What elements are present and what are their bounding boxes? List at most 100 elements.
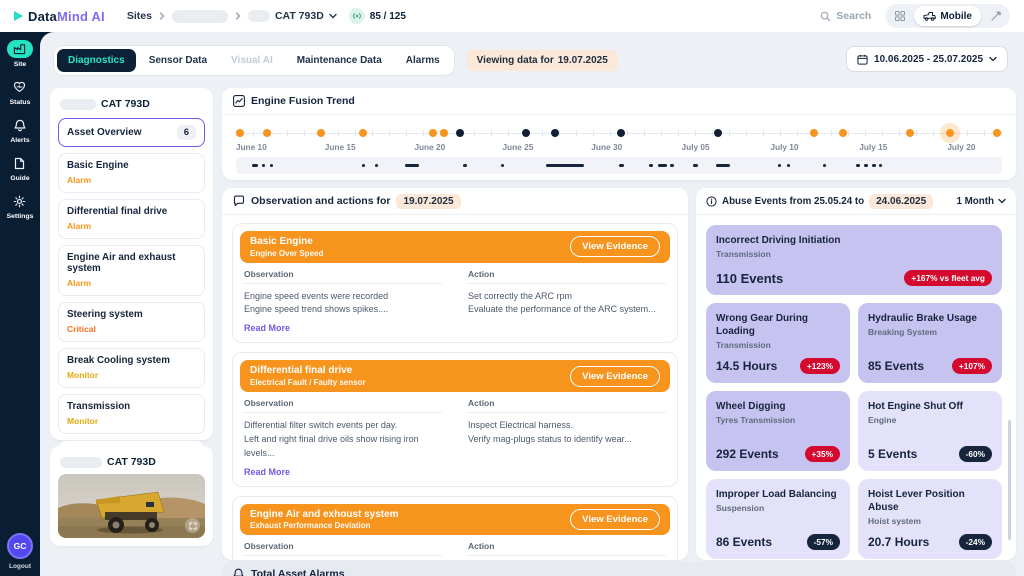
sidebar-item-guide[interactable]: Guide [7,154,34,182]
date-range-picker[interactable]: 10.06.2025 - 25.07.2025 [846,46,1008,72]
timeline-event-dash [879,164,882,167]
view-evidence-button[interactable]: View Evidence [570,366,660,387]
system-name: Steering system [67,309,196,320]
abuse-card-stats-row: 292 Events+35% [716,439,840,462]
timeline-dot-selected[interactable] [946,129,954,137]
logout-button[interactable]: Logout [9,563,31,570]
asset-photo-card: CAT 793D [50,446,213,546]
timeline-dot[interactable] [993,129,1001,137]
app-logo[interactable]: DataMind AI [14,9,105,24]
column-text-line: Inspect Electrical harness. [468,419,666,433]
abuse-card-category: Tyres Transmission [716,415,840,425]
timeline-event-dash [649,164,653,167]
abuse-card-value: 86 Events [716,535,772,549]
timeline-date-label: June 25 [502,142,533,152]
observations-header: Observation and actions for 19.07.2025 [222,188,688,215]
redacted-site-name[interactable] [172,10,228,23]
observation-card-header: Engine Air and exhoust systemExhaust Per… [240,504,670,536]
view-evidence-button[interactable]: View Evidence [570,236,660,257]
observation-columns: ObservationDifferential filter switch ev… [240,392,670,479]
scrollbar[interactable] [1008,420,1011,540]
total-asset-alarms-bar[interactable]: Total Asset Alarms [222,562,1016,576]
sidebar-item-alerts[interactable]: Alerts [7,116,34,144]
tab-alarms[interactable]: Alarms [395,49,451,72]
signal-icon [349,8,365,24]
mobile-view-button[interactable]: Mobile [914,6,981,26]
timeline-date-label: June 30 [591,142,622,152]
abuse-card-value: 110 Events [716,271,783,286]
expand-photo-button[interactable] [185,518,200,533]
system-item-basic-engine[interactable]: Basic EngineAlarm [58,153,205,193]
timeline-dot[interactable] [429,129,437,137]
asset-overview-item[interactable]: Asset Overview 6 [58,118,205,147]
period-dropdown[interactable]: 1 Month [956,196,1006,207]
expand-icon [189,522,197,530]
timeline-event-strip[interactable] [236,157,1002,174]
abuse-card-hoist-lever-position-abuse[interactable]: Hoist Lever Position AbuseHoist system20… [858,479,1002,559]
read-more-link[interactable]: Read More [244,323,442,333]
timeline-date-label: June 15 [325,142,356,152]
abuse-card-incorrect-driving-initiation[interactable]: Incorrect Driving InitiationTransmission… [706,225,1002,295]
observation-columns: ObservationEngine speed events were reco… [240,263,670,336]
tab-maintenance-data[interactable]: Maintenance Data [286,49,393,72]
file-icon [7,154,33,172]
system-name: Differential final drive [67,206,196,217]
tab-sensor-data[interactable]: Sensor Data [138,49,218,72]
timeline-event-dash [619,164,624,167]
abuse-card-wrong-gear-during-loading[interactable]: Wrong Gear During LoadingTransmission14.… [706,303,850,383]
timeline-dot[interactable] [236,129,244,137]
timeline-dot[interactable] [714,129,722,137]
tools-view-button[interactable] [984,6,1006,26]
abuse-card-value: 85 Events [868,359,924,373]
abuse-trend-badge: +167% vs fleet avg [904,270,992,286]
abuse-card-hydraulic-brake-usage[interactable]: Hydraulic Brake UsageBreaking System85 E… [858,303,1002,383]
timeline-date-label: July 10 [770,142,798,152]
read-more-link[interactable]: Read More [244,467,442,477]
observations-panel: Observation and actions for 19.07.2025 B… [222,188,688,560]
abuse-events-panel: Abuse Events from 25.05.24 to 24.06.2025… [696,188,1016,560]
sidebar-item-label: Site [14,61,26,68]
abuse-card-wheel-digging[interactable]: Wheel Digging Tyres Transmission 292 Event… [706,391,850,471]
abuse-card-hot-engine-shut-off[interactable]: Hot Engine Shut OffEngine5 Events-60% [858,391,1002,471]
sidebar-item-label: Alerts [10,137,29,144]
column-label: Action [468,541,666,556]
timeline-dot[interactable] [551,129,559,137]
abuse-trend-badge: +35% [805,446,840,462]
observation-card-titles: Engine Air and exhoust systemExhaust Per… [250,509,399,531]
system-item-break-cooling-system[interactable]: Break Cooling systemMonitor [58,348,205,388]
timeline-dot[interactable] [317,129,325,137]
abuse-card-improper-load-balancing[interactable]: Improper Load BalancingSuspension86 Even… [706,479,850,559]
abuse-to-date-chip: 24.06.2025 [869,194,933,209]
user-avatar[interactable]: GC [7,533,33,559]
sidebar-item-site[interactable]: Site [7,40,34,68]
timeline-event-dash [864,164,868,167]
sidebar-item-settings[interactable]: Settings [7,192,34,220]
truck-photo-illustration [58,474,205,538]
breadcrumb-sites[interactable]: Sites [127,10,152,22]
timeline-dot[interactable] [522,129,530,137]
redacted-unit-number [60,457,102,468]
asset-selector[interactable]: CAT 793D [248,10,337,22]
tab-diagnostics[interactable]: Diagnostics [57,49,136,72]
timeline-dot[interactable] [440,129,448,137]
grid-view-button[interactable] [889,6,911,26]
trend-timeline[interactable] [236,128,1002,138]
system-item-transmission[interactable]: TransmissionMonitor [58,394,205,434]
column-text-line: Left and right final drive oils show ris… [244,433,442,461]
timeline-date-labels: June 10June 15June 20June 25June 30July … [236,142,1002,154]
view-mode-toggle: Mobile [885,4,1010,28]
chevron-down-icon [989,56,997,62]
column-text-line: Differential filter switch events per da… [244,419,442,433]
timeline-dot[interactable] [456,129,464,137]
timeline-date-label: June 20 [414,142,445,152]
system-item-steering-system[interactable]: Steering system Critical [58,302,205,342]
view-evidence-button[interactable]: View Evidence [570,509,660,530]
abuse-card-title: Wheel Digging [716,400,840,413]
search-button[interactable]: Search [820,10,871,22]
system-status-badge: Critical [67,324,196,334]
sidebar-item-status[interactable]: Status [7,78,34,106]
bell-icon [7,116,33,134]
system-item-engine-air-and-exhaust-system[interactable]: Engine Air and exhaust systemAlarm [58,245,205,296]
system-item-differential-final-drive[interactable]: Differential final driveAlarm [58,199,205,239]
abuse-card-title: Hot Engine Shut Off [868,400,992,413]
